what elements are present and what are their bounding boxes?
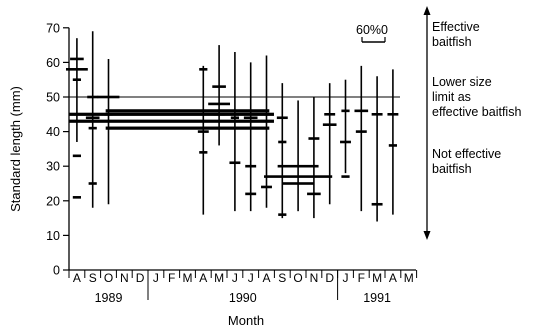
frequency-bar-44 xyxy=(371,202,383,206)
frequency-bar-35 xyxy=(307,192,321,196)
not-effective-note: Not effective baitfish xyxy=(432,147,501,177)
y-tick-label-50: 50 xyxy=(46,91,60,105)
month-label-0: A xyxy=(73,271,81,285)
frequency-bar-18 xyxy=(212,85,226,88)
x-axis-label: Month xyxy=(228,313,264,328)
not-effective-note-line-2: baitfish xyxy=(432,162,472,176)
frequency-bar-15 xyxy=(199,68,208,71)
frequency-bar-9 xyxy=(97,95,120,99)
lower-size-limit-note: Lower size limit as effective baitfish xyxy=(432,75,521,120)
effective-note-line-2: baitfish xyxy=(432,35,472,49)
month-label-20: A xyxy=(389,271,397,285)
frequency-bar-11 xyxy=(69,112,274,116)
frequency-bar-16 xyxy=(197,130,209,133)
y-tick-label-10: 10 xyxy=(46,229,60,243)
scale-bar-label: 60%0 xyxy=(356,23,388,37)
y-tick-label-20: 20 xyxy=(46,194,60,208)
frequency-bar-46 xyxy=(388,144,397,147)
year-label-1990: 1990 xyxy=(229,291,257,305)
month-label-5: J xyxy=(153,271,159,285)
y-tick-label-60: 60 xyxy=(46,56,60,70)
arrow-head-down xyxy=(423,231,431,240)
frequency-bar-20 xyxy=(213,113,225,116)
month-label-17: J xyxy=(343,271,349,285)
frequency-bar-8 xyxy=(88,182,97,185)
frequency-bar-7 xyxy=(88,126,97,130)
limit-note-line-2: limit as xyxy=(432,90,471,104)
limit-note-line-1: Lower size xyxy=(432,75,492,89)
month-label-21: M xyxy=(404,271,414,285)
effective-baitfish-note: Effective baitfish xyxy=(432,20,480,50)
frequency-bar-4 xyxy=(72,196,81,199)
frequency-bar-40 xyxy=(341,175,350,178)
frequency-bar-29 xyxy=(278,140,287,144)
frequency-bar-12 xyxy=(69,119,274,123)
frequency-bar-36 xyxy=(322,123,337,126)
frequency-bar-14 xyxy=(105,126,270,130)
month-label-19: M xyxy=(372,271,382,285)
month-label-7: M xyxy=(183,271,193,285)
arrow-head-up xyxy=(423,6,431,15)
not-effective-note-line-1: Not effective xyxy=(432,147,502,161)
frequency-bar-41 xyxy=(354,109,369,113)
frequency-bar-25 xyxy=(245,192,257,196)
month-label-13: S xyxy=(278,271,286,285)
frequency-bar-31 xyxy=(277,164,319,168)
month-label-10: J xyxy=(232,271,238,285)
effective-note-line-1: Effective xyxy=(432,20,480,34)
year-label-1989: 1989 xyxy=(95,291,123,305)
frequency-bar-37 xyxy=(324,113,336,116)
y-tick-label-30: 30 xyxy=(46,160,60,174)
frequency-bar-45 xyxy=(387,113,399,116)
frequency-bar-33 xyxy=(281,182,315,185)
y-axis-label: Standard length (mm) xyxy=(8,86,23,212)
year-label-1991: 1991 xyxy=(363,291,391,305)
month-label-1: S xyxy=(89,271,97,285)
month-label-6: F xyxy=(168,271,175,285)
frequency-bar-23 xyxy=(243,116,258,120)
data-marks xyxy=(65,31,399,222)
month-label-14: O xyxy=(293,271,302,285)
frequency-bar-32 xyxy=(264,175,333,178)
month-label-3: N xyxy=(120,271,129,285)
frequency-bar-19 xyxy=(208,102,231,106)
frequency-bar-28 xyxy=(276,116,288,120)
frequency-bar-27 xyxy=(261,185,272,189)
frequency-bar-1 xyxy=(65,68,88,71)
frequency-bar-5 xyxy=(87,95,99,99)
frequency-bar-38 xyxy=(341,109,350,113)
frequency-bar-17 xyxy=(199,151,208,154)
frequency-bar-24 xyxy=(245,164,257,168)
frequency-bar-0 xyxy=(70,57,84,61)
month-label-9: M xyxy=(214,271,224,285)
y-tick-label-40: 40 xyxy=(46,125,60,139)
limit-note-line-3: effective baitfish xyxy=(432,105,522,119)
month-label-8: A xyxy=(199,271,207,285)
month-label-18: F xyxy=(358,271,365,285)
y-tick-label-0: 0 xyxy=(53,264,60,278)
month-label-15: N xyxy=(310,271,319,285)
frequency-bar-42 xyxy=(355,130,367,133)
frequency-bar-39 xyxy=(340,140,351,144)
month-label-2: O xyxy=(104,271,113,285)
month-label-4: D xyxy=(136,271,145,285)
month-label-11: J xyxy=(248,271,254,285)
frequency-bar-30 xyxy=(278,213,287,216)
frequency-bar-43 xyxy=(371,113,383,116)
month-label-12: A xyxy=(262,271,270,285)
frequency-bar-21 xyxy=(230,116,239,120)
frequency-bar-34 xyxy=(308,137,320,140)
frequency-bar-2 xyxy=(72,78,81,81)
frequency-bar-6 xyxy=(85,116,100,120)
frequency-bar-22 xyxy=(229,161,241,165)
y-tick-label-70: 70 xyxy=(46,21,60,35)
month-label-16: D xyxy=(325,271,334,285)
frequency-bar-13 xyxy=(105,109,270,113)
frequency-bar-26 xyxy=(261,119,272,123)
frequency-bar-3 xyxy=(72,154,81,158)
